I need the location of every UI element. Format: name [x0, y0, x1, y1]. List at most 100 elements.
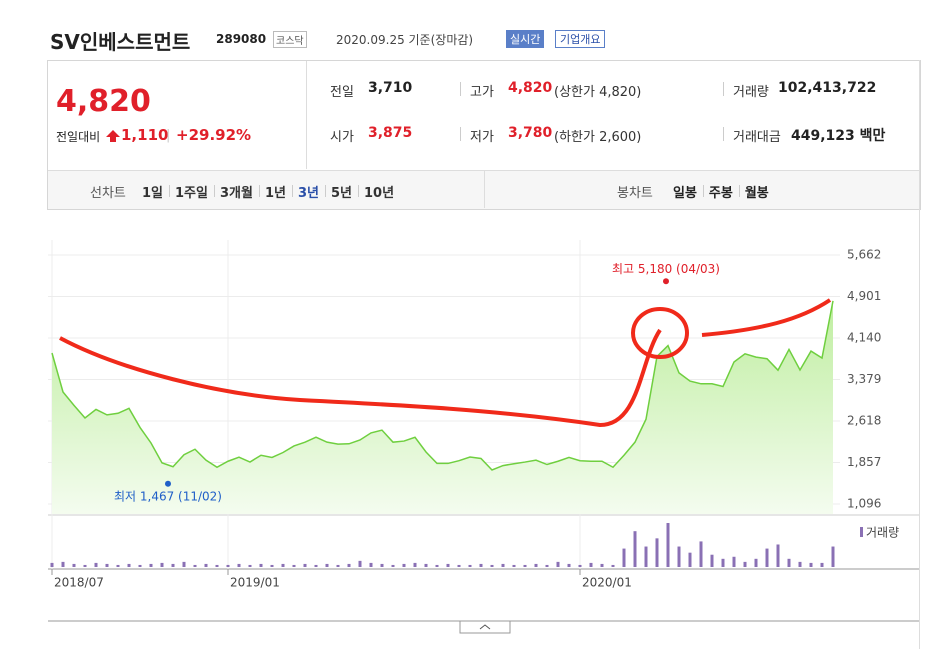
market-badge: 코스닥 [273, 31, 307, 48]
realtime-button[interactable]: 실시간 [506, 30, 545, 48]
tab-bar [48, 170, 919, 209]
volume-bar [94, 562, 98, 567]
volume-bar [259, 563, 263, 567]
volume-bar [622, 548, 626, 567]
current-price: 4,820 [56, 84, 151, 119]
volume-bar [798, 561, 802, 567]
volume-bar [754, 558, 758, 567]
sep [258, 185, 260, 197]
volume-bar [347, 563, 351, 567]
tab-label: 선차트 [90, 186, 126, 201]
y-tick-label: 1,857 [847, 455, 881, 469]
volume-bar [127, 563, 131, 567]
volume-bar [402, 563, 406, 567]
volume-bar [182, 561, 186, 567]
volume-bar [314, 564, 318, 567]
volume-bar [105, 563, 109, 567]
volume-bar [787, 558, 791, 567]
volume-bar [589, 562, 593, 567]
summary-value: 449,123 백만 [791, 128, 886, 144]
y-tick-label: 3,379 [847, 372, 881, 386]
sep [291, 185, 293, 197]
sep: | [166, 128, 171, 143]
summary-value: 3,780 [508, 125, 553, 141]
summary-label: 거래량 [733, 85, 769, 100]
summary-label: 거래대금 [733, 130, 781, 145]
summary-label: 시가 [330, 130, 354, 145]
volume-bar [50, 562, 54, 567]
volume-bar [556, 561, 560, 567]
stock-code: 289080 [216, 32, 267, 46]
change-label: 전일대비 [56, 130, 101, 144]
summary-value: 4,820 [508, 80, 553, 96]
tab-item[interactable]: 1일 [142, 186, 164, 201]
sep [213, 185, 215, 197]
volume-bar [721, 558, 725, 567]
volume-bar [358, 560, 362, 567]
stock-title: SV인베스트먼트 [50, 30, 191, 54]
volume-bar [776, 544, 780, 567]
volume-bar [479, 563, 483, 567]
volume-bar [512, 564, 516, 567]
volume-bar [765, 548, 769, 567]
volume-bar [644, 546, 648, 567]
summary-note: (상한가 4,820) [554, 85, 642, 100]
volume-bar [743, 561, 747, 567]
sep [738, 185, 740, 197]
volume-bar [171, 563, 175, 567]
right-border [919, 60, 920, 649]
tab-item[interactable]: 주봉 [708, 186, 733, 201]
legend-swatch [860, 527, 863, 537]
volume-bar [633, 531, 637, 567]
volume-bar [831, 546, 835, 567]
info-box [47, 60, 921, 210]
sep [723, 82, 724, 96]
volume-bar [116, 564, 120, 567]
tab-item[interactable]: 월봉 [744, 186, 769, 201]
x-tick-label: 2018/07 [54, 576, 104, 590]
volume-bar [699, 541, 703, 567]
volume-bar [72, 563, 76, 567]
summary-label: 고가 [470, 85, 494, 100]
tab-item[interactable]: 1년 [264, 186, 286, 201]
tab-item[interactable]: 10년 [364, 186, 395, 201]
y-tick-label: 4,140 [847, 331, 881, 345]
tab-item[interactable]: 3개월 [219, 186, 253, 201]
volume-bar [248, 564, 252, 567]
volume-bar [160, 562, 164, 567]
volume-bar [457, 564, 461, 567]
summary-label: 전일 [330, 85, 354, 100]
volume-bar [468, 564, 472, 567]
volume-bar [688, 552, 692, 567]
collapse-icon [479, 624, 491, 630]
sep [460, 82, 461, 96]
volume-bar [809, 562, 813, 567]
volume-bar [490, 564, 494, 567]
legend-label: 거래량 [866, 526, 899, 540]
up-arrow [106, 130, 120, 142]
volume-bar [138, 564, 142, 567]
summary-value: 3,710 [368, 80, 413, 96]
volume-bar [820, 562, 824, 567]
volume-bar [391, 564, 395, 567]
volume-bar [270, 564, 274, 567]
volume-bar [336, 564, 340, 567]
change-rate: +29.92% [176, 126, 252, 144]
volume-bar [523, 564, 527, 567]
tab-item[interactable]: 3년 [297, 186, 319, 201]
tab-item[interactable]: 5년 [330, 186, 352, 201]
area [52, 300, 833, 514]
company-button[interactable]: 기업개요 [555, 30, 606, 48]
tab-item[interactable]: 1주일 [175, 186, 208, 201]
annotation-label: 최저 1,467 (11/02) [114, 489, 222, 503]
x-tick-label: 2020/01 [582, 576, 632, 590]
collapse-button[interactable] [459, 620, 511, 634]
volume-bar [446, 563, 450, 567]
summary-note: (하한가 2,600) [554, 130, 642, 145]
volume-bar [545, 564, 549, 567]
volume-bar [215, 564, 219, 567]
volume-bar [61, 561, 65, 567]
tab-item[interactable]: 일봉 [673, 186, 697, 201]
divider [306, 61, 307, 169]
